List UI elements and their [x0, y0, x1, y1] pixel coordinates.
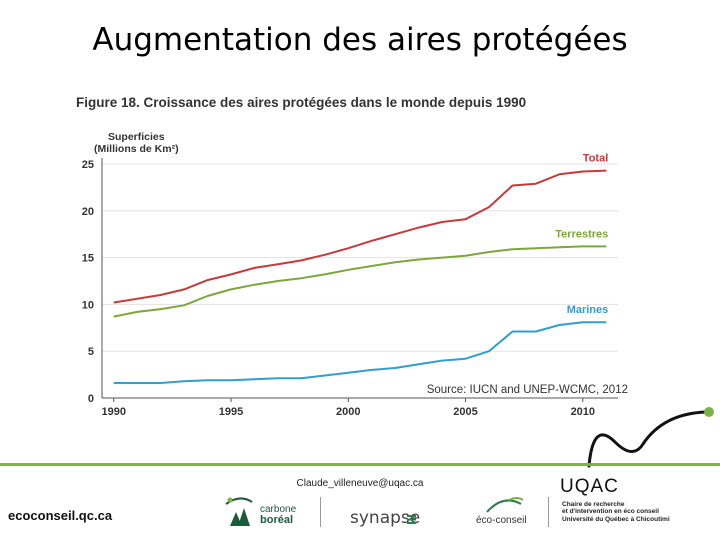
source-note: Source: IUCN and UNEP-WCMC, 2012: [427, 384, 628, 396]
uqac-chair-text: Chaire de recherche et d'intervention en…: [562, 501, 670, 523]
series-line-marines: [113, 321, 607, 384]
slide-title: Augmentation des aires protégées: [92, 22, 628, 58]
eco-conseil-swirl-icon: [486, 497, 524, 513]
x-tick-label: 2005: [453, 406, 477, 418]
x-tick-label: 1995: [219, 406, 243, 418]
footer-website-link[interactable]: ecoconseil.qc.ca: [8, 508, 113, 523]
figure-caption: Figure 18. Croissance des aires protégée…: [76, 95, 527, 110]
y-tick-label: 15: [82, 253, 94, 265]
footer-divider: [548, 497, 549, 527]
y-tick-label: 5: [88, 346, 94, 358]
protected-areas-line-chart: Superficies (Millions de Km²) 0 5 10 15 20 25…: [82, 131, 628, 418]
carbone-logo-line2: boréal: [260, 514, 294, 526]
y-tick-label: 25: [82, 159, 94, 171]
synapse-logo: synapse: [350, 508, 421, 528]
uqac-text-line3: Université du Québec à Chicoutimi: [562, 515, 670, 523]
uqac-text-line1: Chaire de recherche: [562, 501, 625, 508]
footer-green-rule: [0, 463, 720, 466]
series-line-total: [113, 169, 607, 304]
x-tick-label: 2010: [571, 406, 595, 418]
carbone-logo-line1: carbone: [260, 504, 297, 515]
footer-divider: [320, 497, 321, 527]
series-label-terrestres: Terrestres: [555, 228, 608, 240]
eco-conseil-logo: éco-conseil: [476, 515, 527, 526]
y-tick-label: 0: [88, 393, 94, 405]
contact-email[interactable]: Claude_villeneuve@uqac.ca: [296, 478, 424, 489]
y-axis-label-line1: Superficies: [108, 131, 165, 143]
x-tick-label: 2000: [336, 406, 360, 418]
synapse-stripes-icon: [407, 515, 416, 524]
series-label-marines: Marines: [567, 304, 609, 316]
y-tick-label: 10: [82, 299, 94, 311]
x-tick-label: 1990: [101, 406, 125, 418]
uqac-logo: UQAC: [560, 476, 619, 497]
series-line-terrestres: [113, 245, 607, 318]
carbone-boreal-logo: carbone boréal: [260, 504, 297, 526]
carbone-boreal-tree-icon: [225, 497, 253, 526]
decorative-swoosh: [587, 407, 714, 468]
y-tick-label: 20: [82, 206, 94, 218]
y-axis-label-line2: (Millions de Km²): [94, 143, 179, 155]
uqac-text-line2: et d'intervention en éco conseil: [562, 508, 659, 516]
series-label-total: Total: [583, 153, 608, 165]
